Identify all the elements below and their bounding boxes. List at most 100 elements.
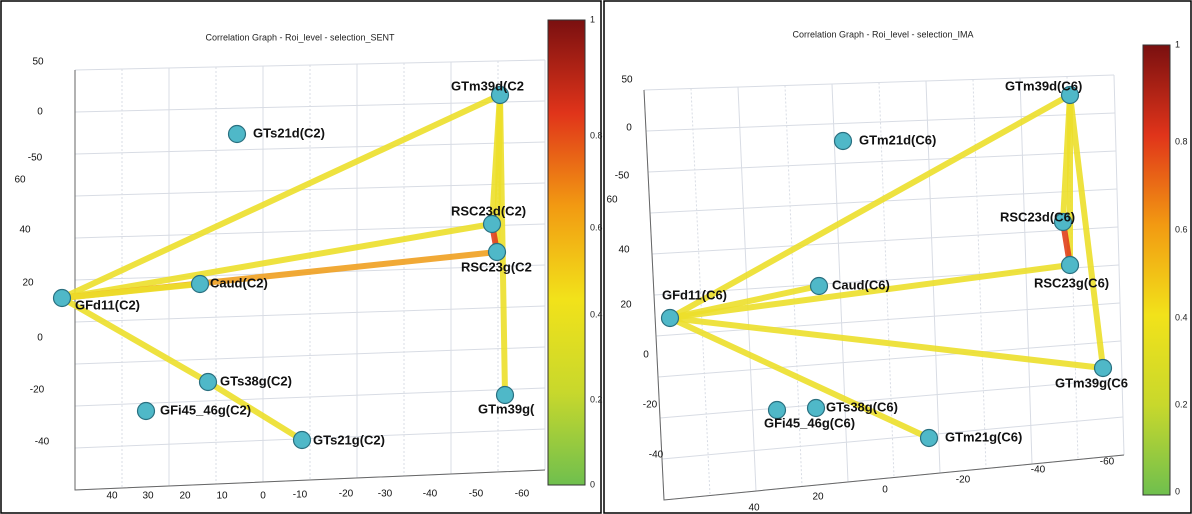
colorbar-tick-label: 1 [590, 14, 595, 24]
y-tick-label: 0 [643, 350, 649, 361]
z-tick-label: 0 [37, 107, 43, 118]
panel: Correlation Graph - Roi_level - selectio… [14, 14, 602, 501]
edge [667, 262, 1073, 321]
node-label: RSC23g(C2 [461, 259, 532, 274]
grid-line [651, 226, 1119, 255]
y-tick-label: 60 [606, 195, 618, 206]
z-tick-label: 0 [626, 123, 632, 134]
node [52, 288, 72, 308]
chart-title: Correlation Graph - Roi_level - selectio… [792, 29, 973, 39]
node-label: GTm39d(C2 [451, 78, 524, 93]
x-tick-label: -40 [1031, 465, 1046, 476]
node-label: GFd11(C2) [75, 297, 140, 312]
colorbar-tick-label: 0.2 [590, 394, 603, 404]
x-tick-label: 40 [748, 503, 760, 514]
x-tick-label: -20 [956, 475, 971, 486]
node [495, 385, 515, 405]
edge [667, 315, 932, 441]
colorbar-tick-label: 0.4 [590, 309, 603, 319]
z-tick-label: -50 [615, 171, 630, 182]
node-label: GTs38g(C6) [826, 399, 898, 414]
edge [59, 221, 495, 301]
node [1060, 255, 1080, 275]
grid-line [655, 302, 1121, 337]
panel: Correlation Graph - Roi_level - selectio… [606, 29, 1187, 513]
edge [59, 92, 503, 301]
edge [667, 315, 1106, 371]
x-tick-label: 20 [179, 491, 191, 502]
colorbar-tick-label: 0.2 [1175, 399, 1188, 409]
node [482, 214, 502, 234]
chart-title: Correlation Graph - Roi_level - selectio… [205, 32, 395, 42]
node-label: Caud(C6) [832, 277, 890, 292]
node [809, 276, 829, 296]
grid-line [925, 80, 941, 474]
node [190, 274, 210, 294]
colorbar [547, 19, 586, 486]
node-label: GTs38g(C2) [220, 373, 292, 388]
node [1060, 85, 1080, 105]
node-label: GTm39g( [478, 401, 535, 416]
x-tick-label: -10 [293, 490, 308, 501]
node [767, 400, 787, 420]
node-label: GTs21d(C2) [253, 125, 325, 140]
axis-frame [643, 89, 1125, 501]
node [833, 131, 853, 151]
grid-line [74, 305, 546, 323]
edge [1067, 92, 1106, 371]
y-tick-label: 0 [37, 333, 43, 344]
colorbar-tick-label: 1 [1175, 39, 1180, 49]
grid-line [972, 79, 987, 469]
colorbar [1142, 44, 1171, 496]
x-tick-label: -20 [339, 489, 354, 500]
x-tick-label: 40 [106, 491, 118, 502]
colorbar-tick-label: 0.4 [1175, 312, 1188, 322]
y-tick-label: 20 [620, 300, 632, 311]
grid-line [74, 141, 546, 155]
edge [667, 92, 1073, 321]
node-label: RSC23d(C2) [451, 203, 526, 218]
node-label: RSC23g(C6) [1034, 275, 1109, 290]
z-tick-label: 50 [32, 57, 44, 68]
node-label: GFi45_46g(C6) [764, 415, 855, 430]
node-label: GFd11(C6) [662, 287, 727, 302]
edge [59, 281, 203, 301]
y-tick-label: 40 [19, 225, 31, 236]
node-label: GTm21g(C6) [945, 429, 1022, 444]
node-label: GTm21d(C6) [859, 132, 936, 147]
edge [205, 379, 305, 443]
x-tick-label: -60 [1100, 457, 1115, 468]
x-tick-label: 10 [216, 491, 228, 502]
colorbar-tick-label: 0 [1175, 486, 1180, 496]
node-label: GTs21g(C2) [313, 432, 385, 447]
x-tick-label: 20 [812, 492, 824, 503]
node-label: GTm39g(C6 [1055, 375, 1128, 390]
colorbar-tick-label: 0 [590, 479, 595, 489]
grid-line [647, 150, 1117, 173]
y-tick-label: 20 [22, 278, 34, 289]
y-tick-label: -40 [35, 437, 50, 448]
colorbar-tick-label: 0.8 [1175, 136, 1188, 146]
node [490, 85, 510, 105]
colorbar-tick-label: 0.6 [590, 222, 603, 232]
y-tick-label: -20 [30, 385, 45, 396]
node [1053, 212, 1073, 232]
x-tick-label: -60 [515, 489, 530, 500]
node [198, 372, 218, 392]
x-tick-label: -50 [469, 489, 484, 500]
x-tick-label: 0 [882, 485, 888, 496]
axis-frame [74, 70, 546, 491]
grid-line [661, 416, 1124, 460]
x-tick-label: 0 [260, 491, 266, 502]
node [919, 428, 939, 448]
x-tick-label: 30 [142, 491, 154, 502]
x-tick-label: -30 [378, 489, 393, 500]
x-tick-label: -40 [423, 489, 438, 500]
z-tick-label: -50 [28, 153, 43, 164]
colorbar-tick-label: 0.6 [1175, 224, 1188, 234]
grid-line [657, 340, 1122, 378]
node-label: GFi45_46g(C2) [160, 402, 251, 417]
node-label: Caud(C2) [210, 275, 268, 290]
node-label: RSC23d(C6) [1000, 209, 1075, 224]
z-tick-label: 50 [621, 75, 633, 86]
